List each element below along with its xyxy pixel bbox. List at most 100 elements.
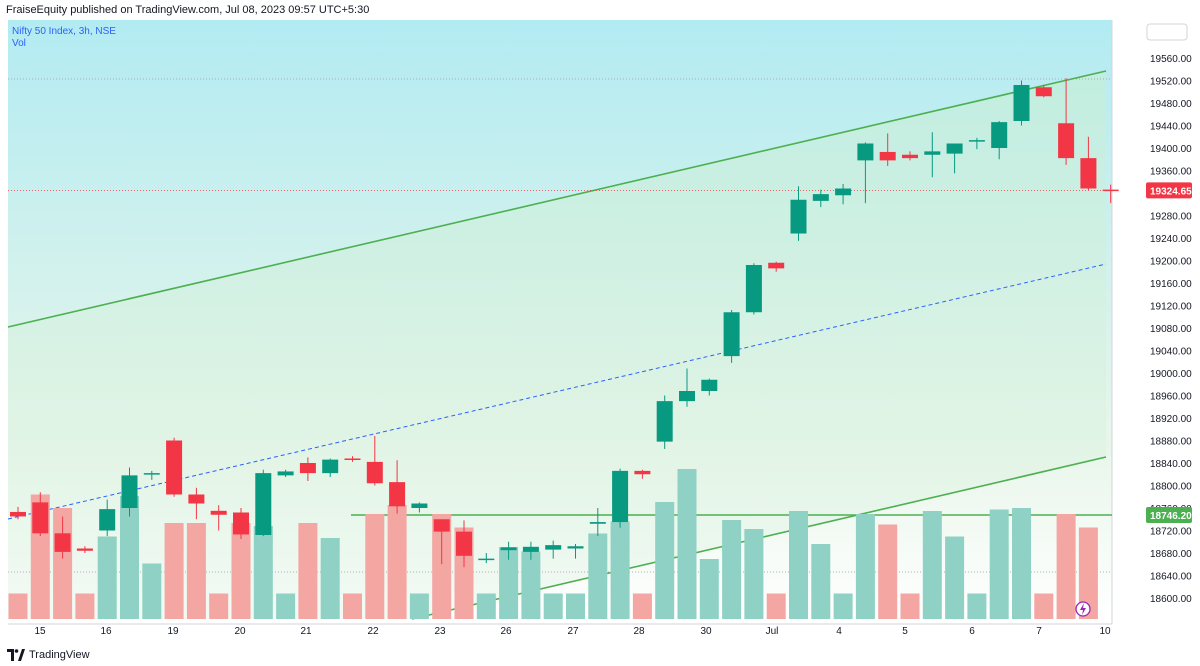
candle-body: [857, 143, 874, 161]
candle-body: [166, 440, 183, 495]
candle-body: [545, 545, 562, 550]
price-tick-label: 19440.00: [1150, 122, 1192, 133]
time-axis[interactable]: 15 16 19 20 21 22 23 26 27 28 30 Jul 4 5 6 7 10: [34, 626, 1111, 637]
candle-body: [1102, 189, 1119, 192]
time-tick-label: 15: [34, 626, 46, 637]
candle-body: [411, 503, 428, 508]
volume-layer: [8, 469, 1098, 619]
volume-bar: [142, 563, 162, 619]
volume-bar: [566, 593, 585, 619]
publisher-header: FraiseEquity published on TradingView.co…: [0, 0, 1200, 20]
price-tick-label: 19200.00: [1150, 257, 1192, 268]
lightning-icon[interactable]: [1075, 601, 1091, 617]
settings-button[interactable]: [1146, 23, 1188, 41]
candle-body: [277, 471, 294, 476]
candle-body: [768, 262, 785, 269]
price-tick-label: 19160.00: [1150, 279, 1192, 290]
candle-body: [1035, 87, 1052, 97]
volume-bar: [699, 559, 719, 619]
time-tick-label: 20: [234, 626, 246, 637]
volume-bar: [967, 593, 987, 619]
price-tick-label: 19520.00: [1150, 77, 1192, 88]
time-tick-label: 23: [434, 626, 446, 637]
volume-bar: [610, 521, 630, 619]
volume-bar: [655, 502, 675, 619]
candle-body: [612, 470, 629, 523]
volume-bar: [97, 536, 117, 619]
last-price-tag: [1146, 182, 1192, 199]
candle-body: [99, 509, 116, 531]
volume-bar: [387, 505, 407, 619]
level-price-label: 18746.20: [1150, 511, 1192, 522]
volume-bar: [343, 593, 362, 619]
candle-body: [76, 548, 93, 551]
candle-body: [701, 379, 718, 391]
channel-midline: [7, 263, 1107, 520]
volume-bar: [521, 551, 541, 619]
volume-bar: [677, 469, 697, 619]
volume-bar: [476, 593, 496, 619]
price-tick-label: 18640.00: [1150, 572, 1192, 583]
candle-layer: [10, 78, 1119, 568]
volume-bar: [833, 593, 853, 619]
volume-bar: [855, 514, 875, 619]
time-tick-label: 28: [633, 626, 645, 637]
volume-bar: [722, 520, 742, 619]
price-tick-label: 19480.00: [1150, 99, 1192, 110]
candle-body: [210, 510, 227, 515]
volume-bar: [276, 593, 296, 619]
volume-bar: [186, 523, 206, 619]
time-tick-label: 27: [567, 626, 579, 637]
time-tick-label: 22: [367, 626, 379, 637]
footer-brand: TradingView: [29, 649, 90, 661]
time-tick-label: 26: [500, 626, 512, 637]
price-tick-label: 19400.00: [1150, 144, 1192, 155]
volume-bar: [588, 533, 608, 619]
time-tick-label: 5: [902, 626, 908, 637]
volume-bar: [632, 593, 652, 619]
volume-bar: [900, 593, 920, 619]
volume-bar: [811, 544, 831, 619]
price-tick-label: 19560.00: [1150, 54, 1192, 65]
candle-body: [879, 151, 896, 161]
candle-body: [679, 391, 695, 402]
candle-body: [589, 522, 606, 524]
candle-body: [233, 512, 249, 535]
candlestick-chart[interactable]: 18600.0018640.0018680.0018720.0018760.00…: [0, 20, 1200, 644]
price-tick-label: 18680.00: [1150, 549, 1192, 560]
legend-symbol[interactable]: Nifty 50 Index, 3h, NSE: [12, 26, 116, 37]
candle-body: [500, 547, 517, 551]
candle-body: [255, 473, 272, 535]
candle-body: [522, 546, 539, 552]
candle-body: [366, 461, 383, 484]
footer: TradingView: [0, 644, 1200, 666]
volume-bar: [1034, 593, 1054, 619]
volume-bar: [744, 529, 764, 619]
candle-body: [1058, 123, 1075, 159]
volume-bar: [543, 593, 563, 619]
price-tick-label: 19240.00: [1150, 234, 1192, 245]
candle-body: [812, 194, 829, 201]
candle-body: [389, 482, 406, 507]
candle-body: [968, 140, 985, 142]
candle-body: [456, 531, 472, 556]
volume-bar: [209, 593, 229, 619]
time-tick-label: 10: [1099, 626, 1111, 637]
time-tick-label: Jul: [766, 626, 779, 637]
volume-bar: [499, 547, 519, 619]
price-tick-label: 19080.00: [1150, 324, 1192, 335]
price-tags: 19324.65 18746.20: [1146, 182, 1192, 523]
legend-volume[interactable]: Vol: [12, 38, 26, 49]
price-tick-label: 18840.00: [1150, 459, 1192, 470]
channel-upper-line: [7, 70, 1107, 328]
time-tick-label: 16: [100, 626, 112, 637]
publisher-text: FraiseEquity published on TradingView.co…: [6, 4, 370, 16]
price-tick-label: 19040.00: [1150, 347, 1192, 358]
volume-bar: [231, 523, 251, 619]
tradingview-logo-icon[interactable]: [7, 649, 25, 661]
price-tick-label: 19120.00: [1150, 302, 1192, 313]
candle-body: [567, 546, 584, 549]
candle-body: [946, 143, 963, 154]
time-tick-label: 21: [300, 626, 312, 637]
last-price-label: 19324.65: [1150, 186, 1192, 197]
